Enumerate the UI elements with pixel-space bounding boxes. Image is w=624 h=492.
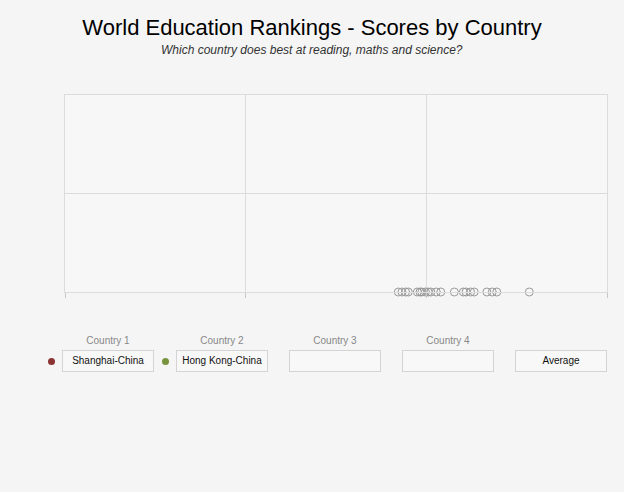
html-text:Country 4: Country 4 [426,335,470,346]
html-text:Country 3: Country 3 [313,335,357,346]
svg-text:World Education Rankings - Sco: World Education Rankings - Scores by Cou… [82,15,541,40]
html-text:Country 1: Country 1 [86,335,130,346]
html-text:Country 2: Country 2 [200,335,244,346]
html-text:Shanghai-China: Shanghai-China [72,355,144,366]
svg-text:Which country does best at rea: Which country does best at reading, math… [161,43,463,57]
html-text:Hong Kong-China: Hong Kong-China [182,355,262,366]
html-text:Average: Average [542,355,580,366]
